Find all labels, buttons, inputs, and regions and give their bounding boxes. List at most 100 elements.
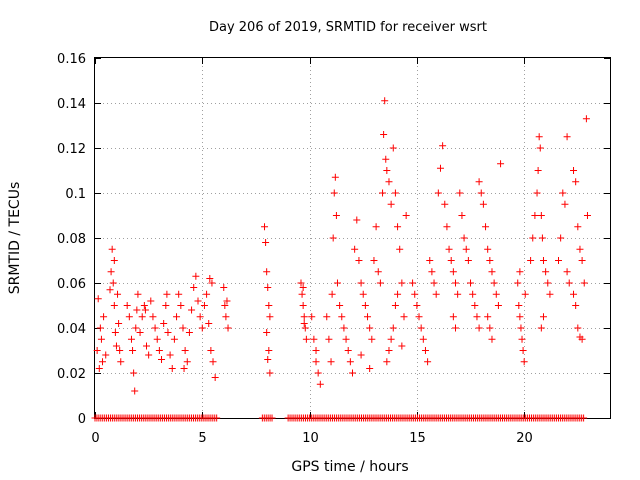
data-point <box>411 290 419 298</box>
data-point <box>136 329 144 336</box>
data-point <box>372 223 380 231</box>
data-point <box>520 358 528 366</box>
data-point <box>475 178 483 186</box>
data-point <box>381 97 389 105</box>
data-point <box>357 351 365 359</box>
data-point <box>458 212 466 219</box>
data-point <box>265 347 273 354</box>
data-point <box>221 302 229 309</box>
y-tick-label: 0.12 <box>57 142 86 157</box>
y-tick-label: 0.06 <box>57 277 86 292</box>
data-point <box>516 313 524 321</box>
data-point <box>314 369 322 377</box>
data-point <box>484 245 492 253</box>
data-point <box>464 257 472 264</box>
data-point <box>561 200 569 208</box>
data-point <box>486 324 494 332</box>
data-point <box>100 313 108 321</box>
data-point <box>265 302 273 309</box>
data-point <box>106 286 114 294</box>
data-point <box>263 268 271 276</box>
data-point <box>302 335 310 343</box>
data-point <box>163 290 171 298</box>
y-tick-label: 0.04 <box>57 322 86 337</box>
axis-ticks: 0 0.02 0.04 0.06 0.08 0.1 0.12 0.14 0.16 0 5 10 15 20 <box>57 52 610 446</box>
data-point <box>353 216 361 224</box>
data-point <box>349 369 356 377</box>
data-point <box>467 279 475 287</box>
data-point <box>494 302 502 309</box>
data-point <box>432 290 440 298</box>
data-point <box>170 335 178 343</box>
data-point <box>580 414 588 422</box>
data-point <box>222 313 230 321</box>
data-point <box>366 324 374 332</box>
data-point <box>539 257 547 264</box>
data-point <box>379 189 387 197</box>
data-point <box>452 324 459 332</box>
data-point <box>368 335 376 343</box>
data-point <box>582 115 590 123</box>
data-point <box>185 329 193 336</box>
data-point <box>572 302 580 309</box>
data-point <box>385 347 393 354</box>
data-point <box>578 257 586 264</box>
data-point <box>266 313 274 321</box>
data-point <box>132 324 140 332</box>
data-point <box>330 189 338 197</box>
data-point <box>262 239 270 246</box>
data-point <box>196 313 204 321</box>
data-point <box>177 302 185 309</box>
data-point <box>531 212 539 219</box>
data-point <box>570 290 578 298</box>
y-tick-label: 0.1 <box>65 187 86 202</box>
data-point <box>460 234 468 242</box>
data-point <box>555 257 562 264</box>
data-point <box>117 358 125 366</box>
data-point <box>111 329 119 336</box>
data-point <box>578 335 586 343</box>
y-tick-label: 0.16 <box>57 52 86 67</box>
data-point <box>396 245 404 253</box>
data-point <box>415 313 423 321</box>
data-point <box>342 335 350 343</box>
data-point <box>138 313 146 321</box>
data-point <box>452 279 459 287</box>
data-point <box>200 302 208 309</box>
data-point <box>96 324 104 332</box>
data-point <box>570 167 578 174</box>
data-point <box>527 257 535 264</box>
data-point <box>140 302 148 309</box>
data-point <box>430 279 438 287</box>
data-point <box>329 234 337 242</box>
data-point <box>205 320 213 327</box>
data-point <box>147 297 155 305</box>
data-point <box>110 257 118 264</box>
data-point <box>331 173 339 181</box>
data-point <box>398 279 406 287</box>
data-point <box>188 306 196 314</box>
data-point <box>110 302 118 309</box>
data-point <box>95 365 103 372</box>
y-tick-label: 0.14 <box>57 97 86 112</box>
data-point <box>116 347 124 354</box>
data-point <box>333 279 341 287</box>
data-point <box>206 275 214 282</box>
data-point <box>419 335 427 343</box>
data-point <box>224 324 232 332</box>
data-point <box>383 358 391 366</box>
data-point <box>328 290 336 298</box>
data-point <box>213 414 221 422</box>
data-point <box>539 313 547 321</box>
data-point <box>123 302 131 309</box>
data-point <box>533 189 541 197</box>
data-point <box>387 200 395 208</box>
data-point <box>471 302 479 309</box>
data-point <box>536 144 544 152</box>
data-point <box>462 245 470 253</box>
data-point <box>109 279 117 287</box>
data-point <box>370 257 378 264</box>
data-point <box>158 356 166 363</box>
data-point <box>183 358 191 366</box>
data-point <box>380 131 388 138</box>
